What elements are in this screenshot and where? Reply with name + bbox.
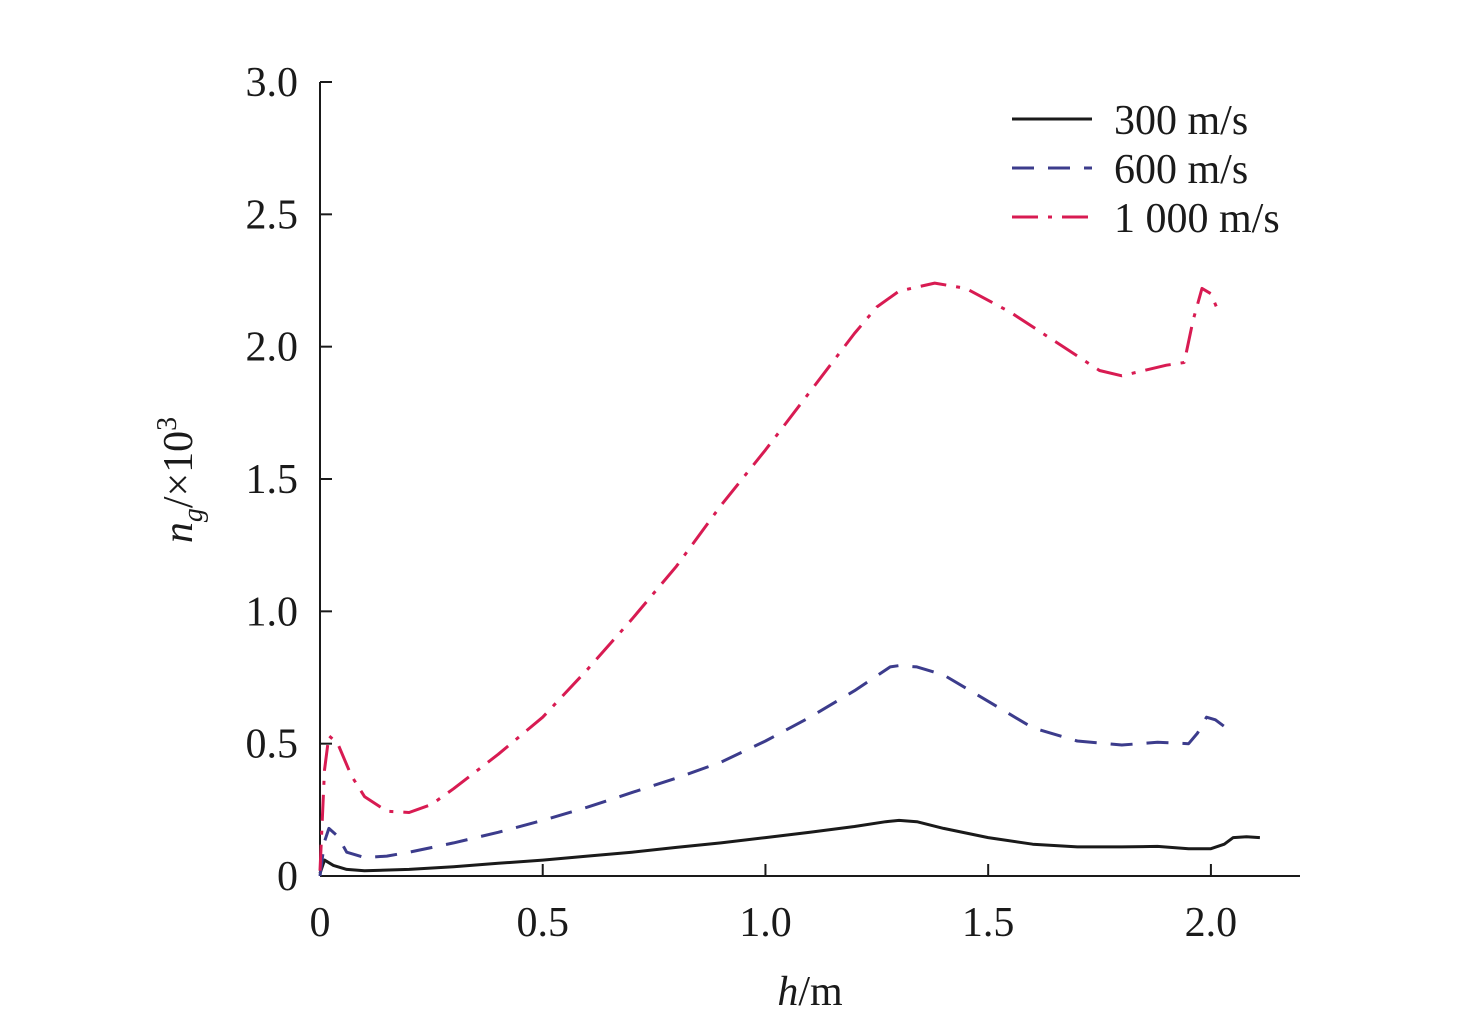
y-tick-label: 1.5 xyxy=(246,457,299,503)
legend-label-2: 1 000 m/s xyxy=(1114,196,1280,242)
x-tick-label: 0 xyxy=(310,900,331,946)
legend-label-1: 600 m/s xyxy=(1114,147,1248,193)
y-tick-label: 2.0 xyxy=(246,325,299,371)
y-axis-title: ng/×103 xyxy=(152,417,209,543)
series-line-2 xyxy=(318,281,1222,871)
y-tick-label: 2.5 xyxy=(246,192,299,238)
y-axis-title-var: n xyxy=(156,522,202,543)
series-line-1 xyxy=(318,664,1226,877)
y-tick-label: 0.5 xyxy=(246,722,299,768)
y-axis-title-sub: g xyxy=(178,508,209,522)
series-line-0 xyxy=(318,818,1260,874)
x-tick-label: 2.0 xyxy=(1185,900,1238,946)
x-tick-label: 1.5 xyxy=(962,900,1015,946)
legend-label-0: 300 m/s xyxy=(1114,98,1248,144)
x-axis-title-var: h xyxy=(777,969,798,1015)
y-tick-label: 0 xyxy=(277,854,298,900)
y-axis-title-sup: 3 xyxy=(152,417,183,431)
y-tick-label: 1.0 xyxy=(246,589,299,635)
axis-titles: h/m ng/×103 xyxy=(152,417,843,1015)
x-axis-title: h/m xyxy=(777,969,843,1015)
x-tick-label: 0.5 xyxy=(516,900,569,946)
y-axis-title-unit: /×10 xyxy=(156,431,202,508)
x-tick-label: 1.0 xyxy=(739,900,792,946)
series-layer xyxy=(318,281,1260,877)
y-tick-label: 3.0 xyxy=(246,60,299,106)
axes: 0 0.5 1.0 1.5 2.0 2.5 3.0 0 0.5 1.0 1.5 2.0 xyxy=(246,60,1300,946)
x-axis-title-unit: /m xyxy=(798,969,843,1015)
